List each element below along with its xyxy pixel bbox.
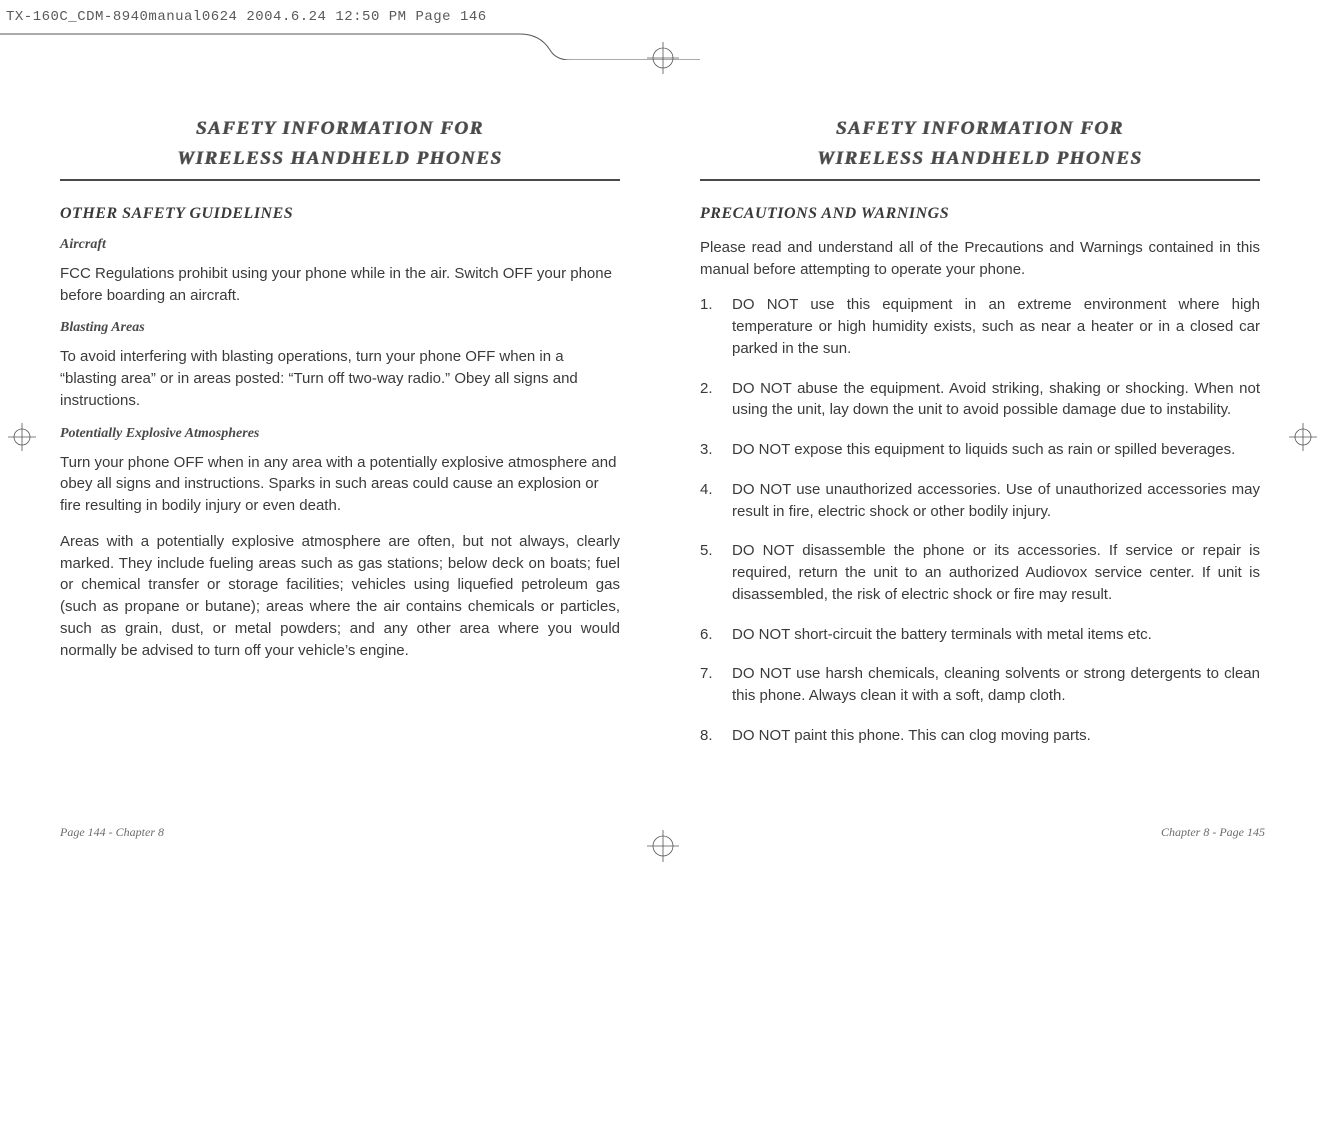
- paragraph: FCC Regulations prohibit using your phon…: [60, 263, 620, 307]
- list-item: DO NOT short-circuit the battery termina…: [700, 624, 1260, 646]
- page-spread: SAFETY INFORMATION FOR WIRELESS HANDHELD…: [0, 34, 1325, 825]
- file-header: TX-160C_CDM-8940manual0624 2004.6.24 12:…: [0, 0, 1325, 34]
- footer-left: Page 144 - Chapter 8: [60, 825, 164, 840]
- title-line: SAFETY INFORMATION FOR: [196, 118, 484, 139]
- page-footer: Page 144 - Chapter 8 Chapter 8 - Page 14…: [0, 825, 1325, 870]
- list-item: DO NOT paint this phone. This can clog m…: [700, 725, 1260, 747]
- title-line: WIRELESS HANDHELD PHONES: [817, 148, 1142, 169]
- section-title-right: SAFETY INFORMATION FOR WIRELESS HANDHELD…: [700, 114, 1260, 181]
- left-page: SAFETY INFORMATION FOR WIRELESS HANDHELD…: [60, 114, 620, 765]
- subheading-right: PRECAUTIONS AND WARNINGS: [700, 205, 1260, 223]
- subheading-left: OTHER SAFETY GUIDELINES: [60, 205, 620, 223]
- list-item: DO NOT use unauthorized accessories. Use…: [700, 479, 1260, 523]
- right-page: SAFETY INFORMATION FOR WIRELESS HANDHELD…: [700, 114, 1260, 765]
- list-item: DO NOT disassemble the phone or its acce…: [700, 540, 1260, 605]
- list-item: DO NOT use this equipment in an extreme …: [700, 294, 1260, 359]
- intro-paragraph: Please read and understand all of the Pr…: [700, 237, 1260, 281]
- title-line: WIRELESS HANDHELD PHONES: [177, 148, 502, 169]
- footer-right: Chapter 8 - Page 145: [1161, 825, 1265, 840]
- mini-heading: Aircraft: [60, 237, 620, 253]
- precautions-list: DO NOT use this equipment in an extreme …: [700, 294, 1260, 746]
- mini-heading: Potentially Explosive Atmospheres: [60, 426, 620, 442]
- file-header-text: TX-160C_CDM-8940manual0624 2004.6.24 12:…: [6, 9, 487, 25]
- paragraph: Turn your phone OFF when in any area wit…: [60, 452, 620, 517]
- section-title-left: SAFETY INFORMATION FOR WIRELESS HANDHELD…: [60, 114, 620, 181]
- list-item: DO NOT use harsh chemicals, cleaning sol…: [700, 663, 1260, 707]
- title-line: SAFETY INFORMATION FOR: [836, 118, 1124, 139]
- list-item: DO NOT expose this equipment to liquids …: [700, 439, 1260, 461]
- paragraph: To avoid interfering with blasting opera…: [60, 346, 620, 411]
- mini-heading: Blasting Areas: [60, 320, 620, 336]
- list-item: DO NOT abuse the equipment. Avoid striki…: [700, 378, 1260, 422]
- paragraph: Areas with a potentially explosive atmos…: [60, 531, 620, 662]
